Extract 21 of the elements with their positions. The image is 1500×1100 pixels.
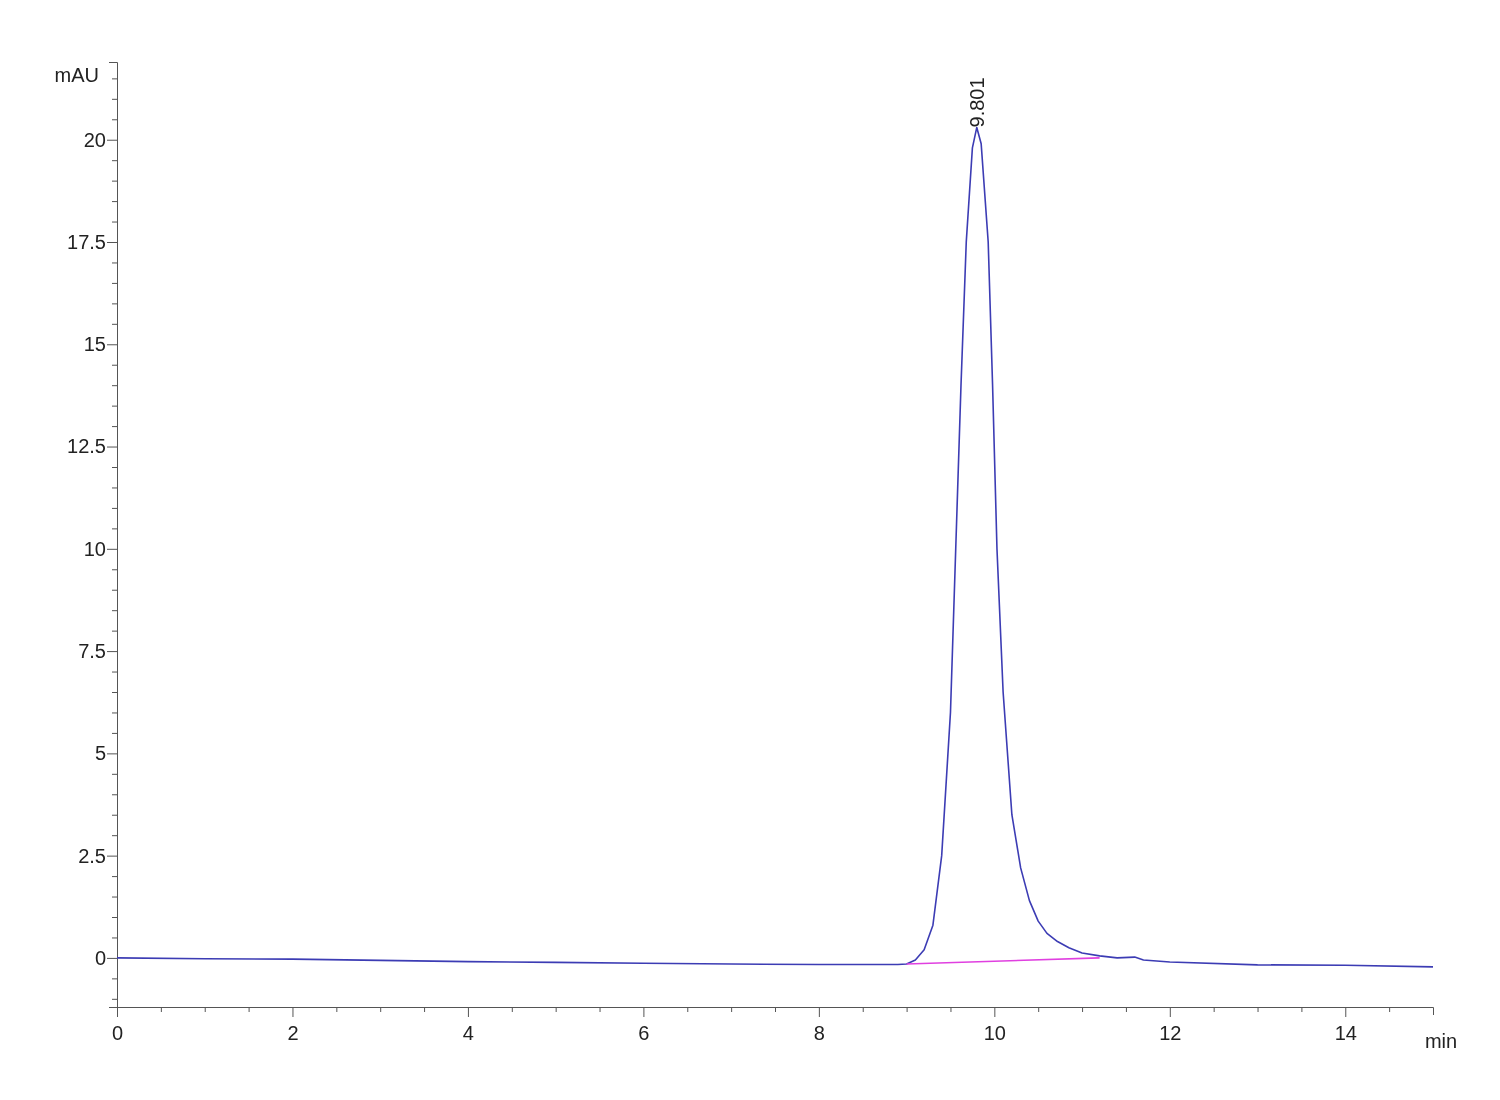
- x-tick-label: 6: [638, 1022, 650, 1044]
- x-tick-label: 8: [813, 1022, 825, 1044]
- x-tick-label: 10: [983, 1022, 1006, 1044]
- x-tick-label: 4: [462, 1022, 474, 1044]
- x-tick-label: 2: [287, 1022, 299, 1044]
- y-tick-label: 17.5: [67, 230, 106, 253]
- y-axis-title: mAU: [54, 64, 99, 86]
- y-tick-label: 0: [94, 946, 106, 969]
- y-tick-label: 2.5: [78, 844, 106, 867]
- y-tick-label: 12.5: [67, 435, 106, 458]
- y-tick-label: 15: [83, 333, 106, 356]
- y-tick-label: 7.5: [78, 639, 106, 662]
- x-axis-title: min: [1424, 1030, 1458, 1052]
- y-tick-label: 10: [83, 537, 106, 560]
- x-tick-label: 0: [111, 1022, 124, 1044]
- x-tick-label: 14: [1334, 1022, 1357, 1044]
- x-tick-label: 12: [1159, 1022, 1182, 1044]
- y-tick-label: 20: [83, 128, 106, 151]
- y-tick-label: 5: [94, 742, 106, 765]
- annotation: 9.801: [965, 77, 988, 128]
- line-series: [116, 126, 1434, 968]
